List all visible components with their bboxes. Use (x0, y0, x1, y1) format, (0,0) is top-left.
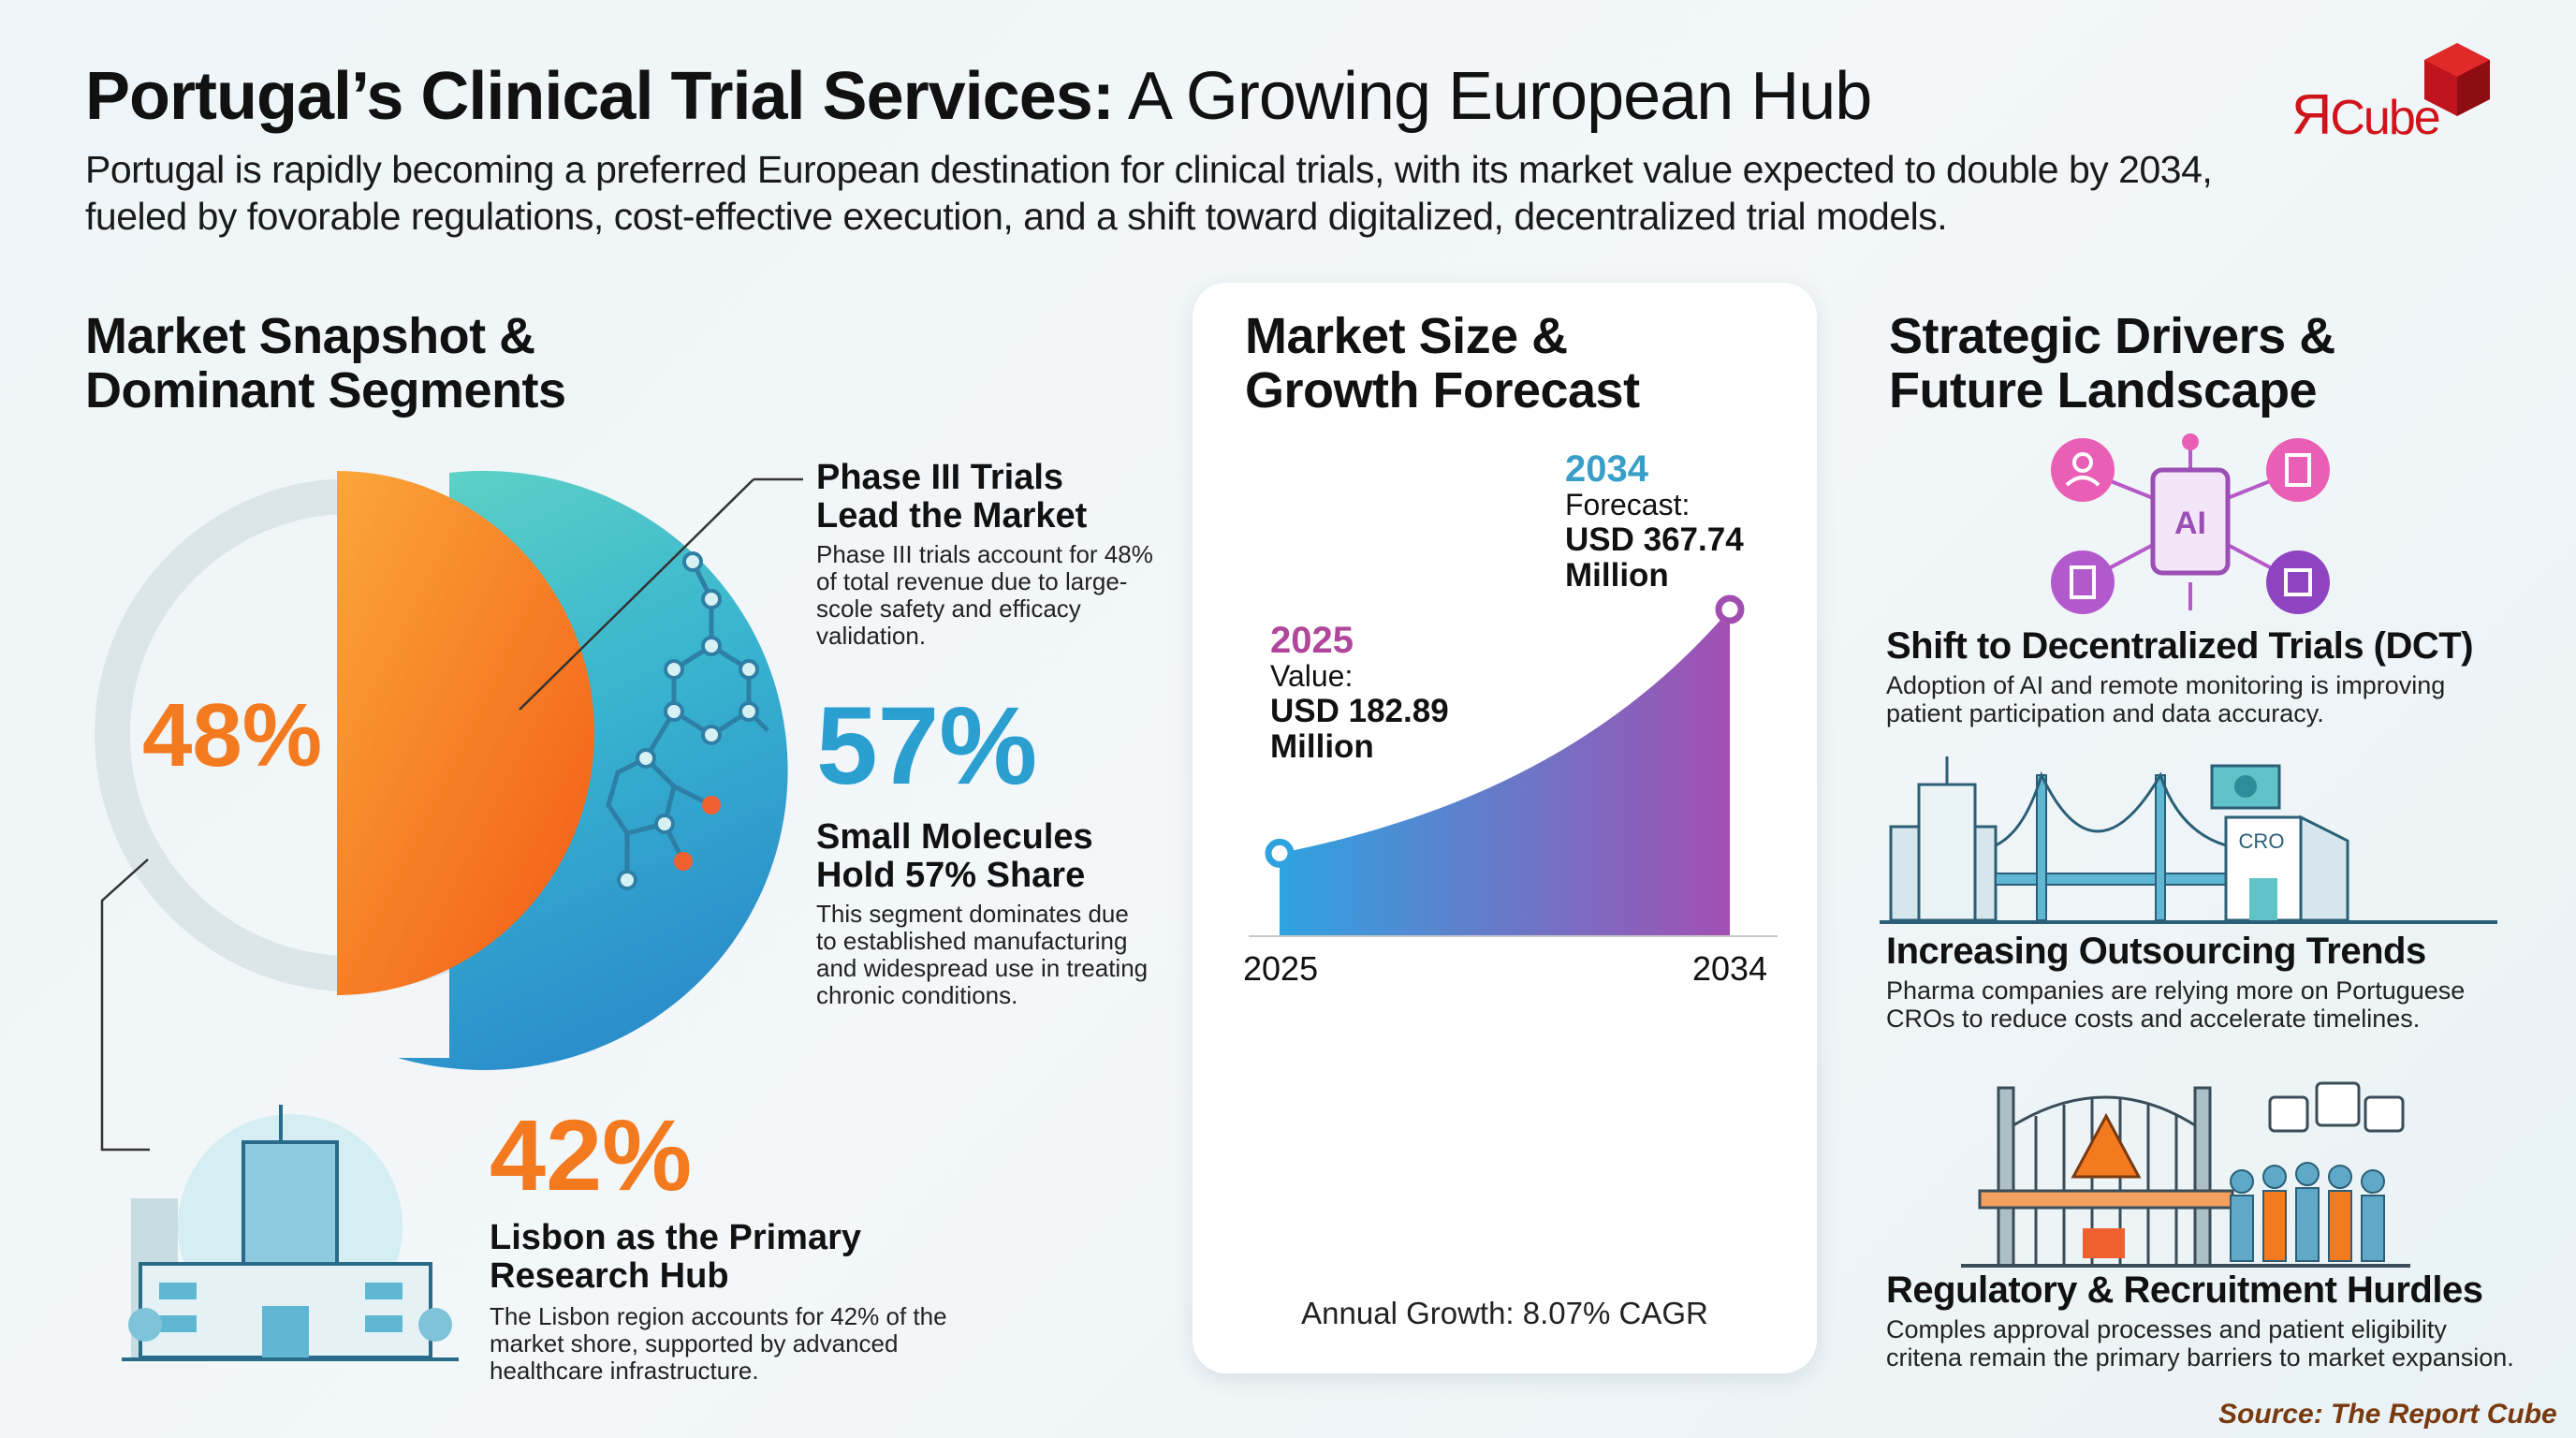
segment-donut-illustration (95, 470, 803, 1152)
small-molecules-value: 57% (816, 684, 1038, 808)
end-value-label: 2034 Forecast: USD 367.74 Million (1565, 448, 1744, 594)
source-label: Source: The Report Cube (2218, 1399, 2557, 1430)
page-title: Portugal’s Clinical Trial Services: A Gr… (85, 59, 1872, 134)
phase3-body: Phase III trials account for 48% of tota… (816, 540, 1153, 650)
donut-phase3-slice (337, 471, 594, 995)
market-size-heading: Market Size & Growth Forecast (1245, 308, 1640, 418)
regulatory-block: Regulatory & Recruitment Hurdles Comples… (1886, 1269, 2514, 1372)
strategic-drivers-heading: Strategic Drivers & Future Landscape (1889, 308, 2335, 418)
regulatory-gate-illustration (1961, 1081, 2410, 1268)
lisbon-connector-line (100, 858, 150, 1152)
data-point-2034 (1715, 594, 1745, 624)
donut-value-48: 48% (142, 685, 323, 785)
market-snapshot-heading: Market Snapshot & Dominant Segments (85, 308, 566, 418)
small-molecules-block: 57% Small Molecules Hold 57% Share This s… (816, 691, 1153, 1009)
lisbon-title: Lisbon as the Primary Research Hub (490, 1218, 862, 1296)
x-tick-2025: 2025 (1243, 949, 1319, 988)
warning-icon (2071, 1112, 2142, 1179)
bridge-cro-illustration: CRO (1880, 756, 2497, 924)
growth-area (1280, 609, 1730, 936)
start-value-label: 2025 Value: USD 182.89 Million (1270, 620, 1449, 765)
page-subtitle: Portugal is rapidly becoming a preferred… (85, 148, 2213, 238)
x-tick-2034: 2034 (1692, 949, 1768, 988)
lisbon-body: The Lisbon region accounts for 42% of th… (490, 1302, 947, 1385)
small-molecules-body: This segment dominates due to establishe… (816, 900, 1149, 1009)
phase3-connector-line (519, 478, 754, 711)
cube-icon (2424, 43, 2490, 116)
growth-area-chart (1249, 594, 1778, 937)
speech-bubbles-icon (2268, 1081, 2405, 1133)
report-cube-logo: ЯCube (2284, 34, 2518, 146)
money-icon (2210, 764, 2281, 810)
dct-block: Shift to Decentralized Trials (DCT) Adop… (1886, 625, 2474, 727)
phase3-title: Phase III Trials Lead the Market (816, 458, 1088, 536)
svg-text:AI: AI (2174, 506, 2206, 541)
svg-text:CRO: CRO (2239, 829, 2285, 853)
decentralized-network-icon: AI (2051, 433, 2330, 614)
lisbon-block: 42% Lisbon as the Primary Research Hub Th… (490, 1105, 1014, 1385)
lisbon-city-illustration (122, 1105, 459, 1361)
phase3-block: Phase III Trials Lead the Market Phase II… (816, 459, 1153, 650)
outsourcing-block: Increasing Outsourcing Trends Pharma com… (1886, 931, 2466, 1033)
data-point-2025 (1265, 838, 1295, 868)
small-molecules-title: Small Molecules Hold 57% Share (816, 817, 1093, 895)
lisbon-value: 42% (490, 1098, 693, 1211)
people-group-icon (2230, 1162, 2385, 1262)
cagr-label: Annual Growth: 8.07% CAGR (1301, 1296, 1708, 1330)
